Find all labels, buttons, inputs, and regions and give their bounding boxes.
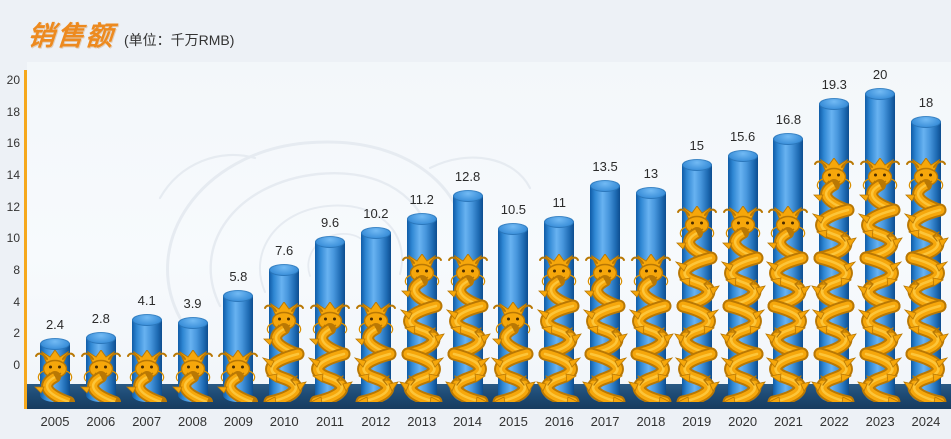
x-tick-label: 2011 (316, 414, 345, 429)
bar-cap (177, 316, 208, 329)
x-tick-label: 2010 (269, 414, 299, 429)
x-tick-label: 2015 (498, 414, 528, 429)
y-tick-label: 16 (6, 136, 20, 151)
bar-cap (315, 235, 346, 248)
plot-area (27, 62, 951, 384)
bar-cylinder (360, 233, 391, 402)
bar-cylinder (131, 319, 162, 402)
bar-value-label: 19.3 (821, 76, 847, 92)
x-tick-label: 2019 (682, 414, 712, 429)
bar-cap (590, 180, 621, 193)
bar-cylinder (773, 139, 804, 402)
x-tick-label: 2020 (728, 414, 758, 429)
x-tick-label: 2012 (361, 414, 391, 429)
bar-value-label: 13 (643, 166, 659, 182)
bar-cylinder (85, 338, 116, 402)
x-tick-label: 2013 (407, 414, 437, 429)
bar-cap (910, 116, 941, 129)
bar-cylinder (727, 156, 758, 402)
x-tick-label: 2023 (865, 414, 895, 429)
bar-cylinder (177, 322, 208, 402)
bar-cap (406, 212, 437, 225)
x-tick-label: 2009 (223, 414, 253, 429)
bar-cylinder (223, 295, 254, 402)
x-tick-label: 2016 (544, 414, 574, 429)
x-tick-label: 2017 (590, 414, 620, 429)
bar-value-label: 4.1 (137, 292, 156, 308)
bar-cylinder (544, 221, 575, 402)
bar-cylinder (635, 193, 666, 402)
bar-cylinder (910, 122, 941, 402)
bar-cap (727, 150, 758, 163)
bar-value-label: 15.6 (729, 129, 756, 145)
x-tick-label: 2024 (911, 414, 941, 429)
chart-header: 销售额 (单位：千万RMB) (26, 14, 235, 53)
bar-cylinder (590, 186, 621, 402)
bar-value-label: 11 (552, 194, 566, 210)
bar-value-label: 12.8 (454, 169, 481, 185)
bar-value-label: 10.5 (500, 201, 527, 217)
bar-cylinder (452, 196, 483, 402)
bar-cap (773, 133, 804, 146)
bar-cap (131, 313, 162, 326)
bar-cap (681, 159, 712, 171)
y-tick-label: 12 (6, 199, 20, 214)
y-tick-label: 18 (6, 104, 20, 119)
bar-cylinder (498, 228, 529, 402)
y-tick-label: 2 (13, 326, 20, 341)
x-tick-label: 2018 (636, 414, 666, 429)
page-title: 销售额 (26, 21, 117, 52)
bar-cylinder (865, 94, 896, 402)
bar-cap (223, 289, 254, 302)
bar-cap (819, 97, 850, 110)
bar-value-label: 5.8 (229, 268, 248, 284)
bar-value-label: 16.8 (775, 112, 802, 128)
bar-value-label: 11.2 (409, 191, 434, 207)
bar-cap (85, 332, 116, 345)
bar-cap (544, 215, 575, 228)
bar-cylinder (315, 241, 346, 402)
bar-cap (498, 222, 529, 235)
bar-value-label: 3.9 (183, 295, 202, 311)
bar-value-label: 15 (689, 138, 704, 153)
bar-cylinder (681, 165, 712, 402)
y-tick-label: 20 (6, 73, 20, 87)
platform-base (27, 384, 951, 409)
unit-label: (单位：千万RMB) (124, 32, 235, 48)
x-tick-label: 2005 (40, 414, 70, 429)
x-tick-label: 2014 (453, 414, 482, 429)
y-tick-label: 0 (13, 358, 20, 373)
bar-cylinder (40, 343, 70, 402)
x-tick-label: 2021 (773, 414, 803, 429)
x-tick-label: 2008 (178, 414, 207, 429)
bar-cylinder (269, 270, 300, 402)
bar-cap (452, 190, 483, 203)
bar-value-label: 2.4 (45, 316, 65, 332)
bar-value-label: 10.2 (363, 206, 389, 222)
bar-cylinder (406, 218, 437, 402)
y-tick-label: 4 (13, 294, 20, 309)
x-tick-label: 2006 (86, 414, 116, 429)
y-tick-label: 14 (6, 168, 20, 182)
y-tick-label: 8 (13, 263, 20, 278)
bar-cap (865, 88, 896, 100)
y-axis (24, 70, 27, 409)
bar-cap (635, 187, 666, 200)
y-tick-label: 10 (6, 231, 20, 246)
x-tick-label: 2007 (132, 414, 162, 429)
bar-value-label: 13.5 (592, 159, 618, 175)
bar-value-label: 2.8 (91, 311, 110, 327)
bar-value-label: 18 (918, 95, 934, 111)
bar-value-label: 7.6 (275, 243, 294, 259)
bar-cylinder (819, 103, 850, 402)
x-tick-label: 2022 (819, 414, 849, 429)
bar-cap (40, 337, 70, 350)
bar-value-label: 20 (872, 67, 888, 82)
